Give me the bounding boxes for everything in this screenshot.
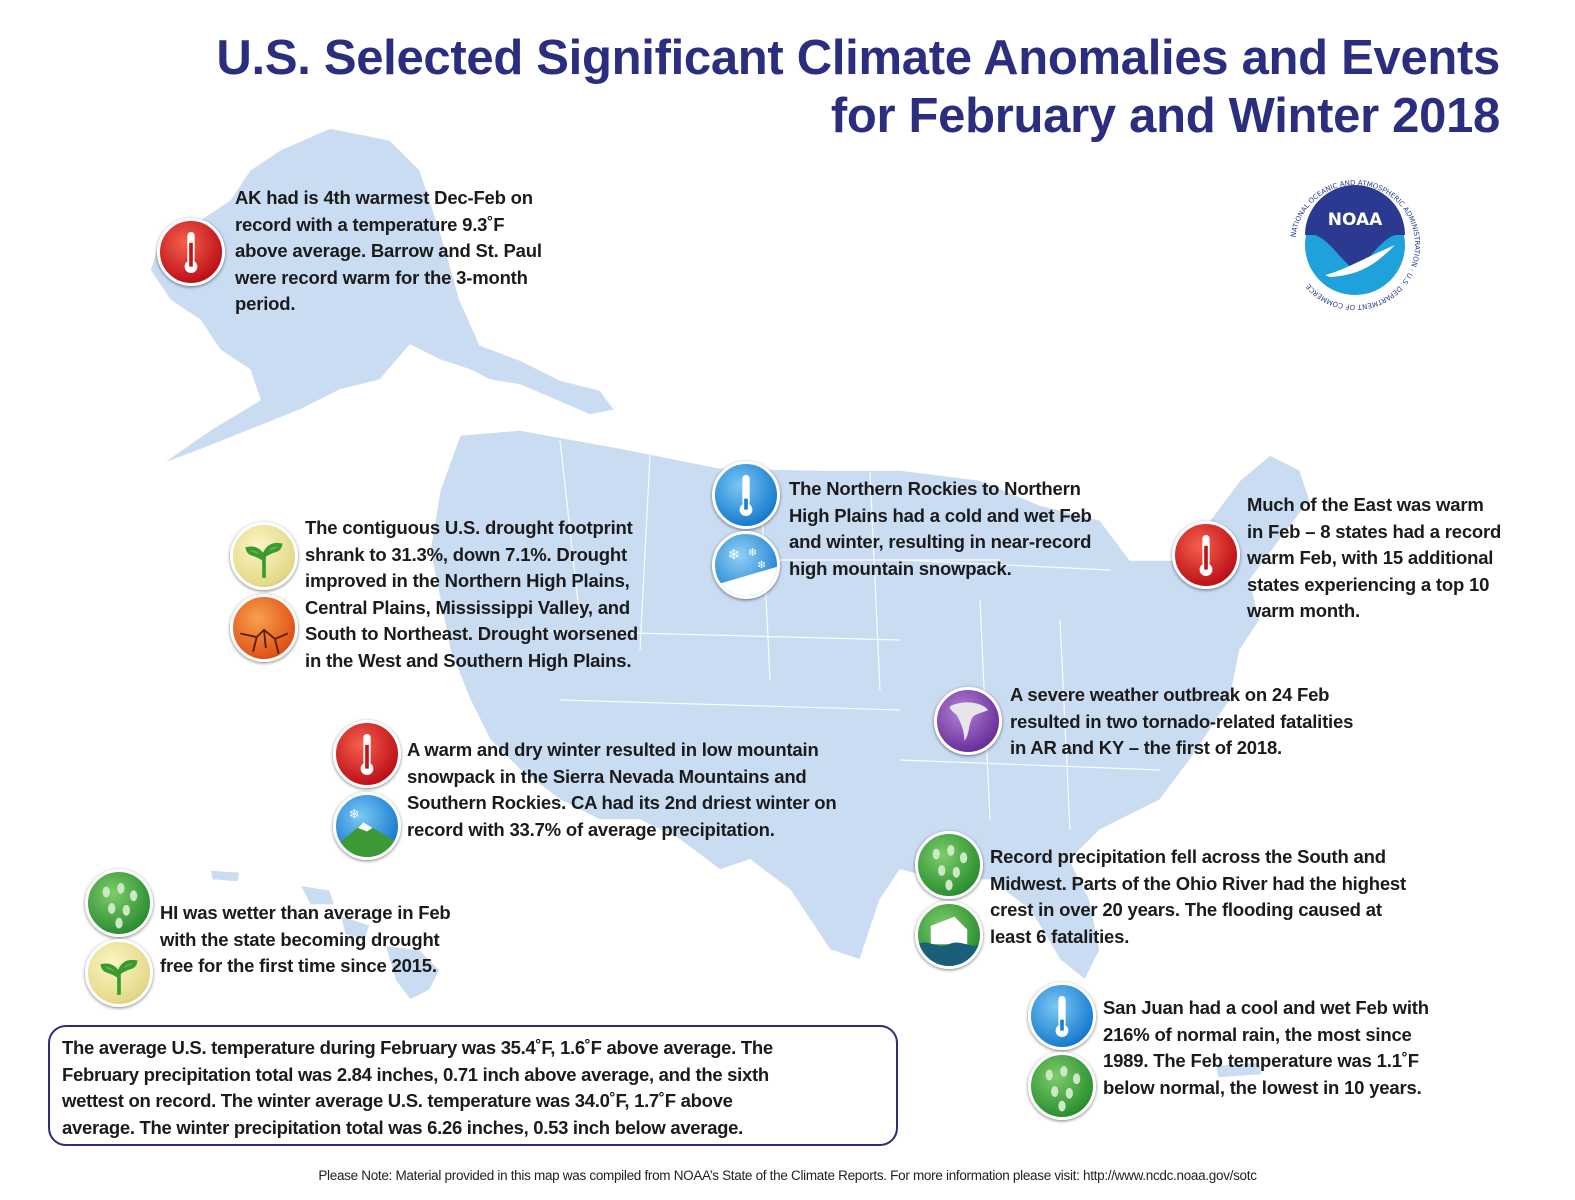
text-line: The contiguous U.S. drought footprint <box>305 517 633 538</box>
text-line: A warm and dry winter resulted in low mo… <box>407 739 819 760</box>
contiguous-us-shape <box>429 429 1311 982</box>
drought-improved-icon <box>230 522 298 590</box>
annotation-tornado: A severe weather outbreak on 24 Feb resul… <box>1010 682 1353 762</box>
text-line: The average U.S. temperature during Febr… <box>62 1037 773 1058</box>
text-line: snowpack in the Sierra Nevada Mountains … <box>407 765 807 787</box>
text-line: high mountain snowpack. <box>789 557 1012 579</box>
text-line: above average. Barrow and St. Paul <box>235 240 542 261</box>
text-line: record with a temperature 9.3˚F <box>235 213 505 235</box>
text-line: warm month. <box>1247 600 1360 621</box>
page-subtitle: for February and Winter 2018 <box>830 89 1500 143</box>
text-line: in AR and KY – the first of 2018. <box>1010 737 1282 758</box>
thermometer-warm-icon <box>157 218 225 286</box>
thermometer-cold-icon <box>712 461 780 529</box>
text-line: in the West and Southern High Plains. <box>305 649 632 671</box>
svg-text:❄: ❄ <box>728 548 740 564</box>
page-title: U.S. Selected Significant Climate Anomal… <box>216 31 1500 85</box>
text-line: in Feb – 8 states had a record <box>1247 520 1502 542</box>
text-line: were record warm for the 3-month <box>235 266 528 288</box>
text-line: period. <box>235 293 296 314</box>
text-line: HI was wetter than average in Feb <box>160 902 451 923</box>
text-line: average. The winter precipitation total … <box>62 1116 744 1138</box>
annotation-south-midwest: Record precipitation fell across the Sou… <box>990 844 1406 950</box>
text-line: Much of the East was warm <box>1247 494 1484 515</box>
text-line: Midwest. Parts of the Ohio River had the… <box>990 872 1406 894</box>
text-line: wettest on record. The winter average U.… <box>62 1090 733 1111</box>
text-line: least 6 fatalities. <box>990 925 1130 947</box>
text-line: Southern Rockies. CA had its 2nd driest … <box>407 792 837 813</box>
text-line: with the state becoming drought <box>160 928 440 950</box>
puerto-rico-shape <box>1214 1061 1263 1079</box>
tornado-icon <box>934 687 1002 755</box>
text-line: February precipitation total was 2.84 in… <box>62 1063 769 1085</box>
rain-icon <box>1028 1052 1096 1120</box>
text-line: Central Plains, Mississippi Valley, and <box>305 596 630 618</box>
low-snowpack-icon: ❄ <box>333 792 401 860</box>
text-line: 1989. The Feb temperature was 1.1˚F <box>1103 1050 1419 1071</box>
annotation-drought: The contiguous U.S. drought footprint shr… <box>305 515 638 674</box>
text-line: below normal, the lowest in 10 years. <box>1103 1076 1422 1098</box>
thermometer-warm-icon <box>333 720 401 788</box>
thermometer-warm-icon <box>1172 521 1240 589</box>
summary-box: The average U.S. temperature during Febr… <box>48 1025 898 1146</box>
text-line: resulted in two tornado-related fataliti… <box>1010 710 1354 732</box>
svg-text:❄: ❄ <box>757 560 766 572</box>
thermometer-cold-icon <box>1028 982 1096 1050</box>
rain-icon <box>85 869 153 937</box>
text-line: A severe weather outbreak on 24 Feb <box>1010 684 1330 705</box>
text-line: warm Feb, with 15 additional <box>1247 547 1494 568</box>
text-line: shrank to 31.3%, down 7.1%. Drought <box>305 543 627 565</box>
flood-icon <box>915 901 983 969</box>
text-line: record with 33.7% of average precipitati… <box>407 818 775 840</box>
svg-text:NOAA: NOAA <box>1328 210 1383 230</box>
annotation-alaska: AK had is 4th warmest Dec-Feb on record w… <box>235 185 542 318</box>
annotation-east: Much of the East was warm in Feb – 8 stat… <box>1247 492 1501 625</box>
annotation-hawaii: HI was wetter than average in Feb with th… <box>160 900 451 980</box>
text-line: San Juan had a cool and wet Feb with <box>1103 997 1429 1018</box>
text-line: and winter, resulting in near-record <box>789 531 1092 552</box>
text-line: Record precipitation fell across the Sou… <box>990 846 1386 867</box>
annotation-california: A warm and dry winter resulted in low mo… <box>407 737 837 843</box>
rain-icon <box>915 831 983 899</box>
text-line: The Northern Rockies to Northern <box>789 478 1081 499</box>
hawaii-shape <box>209 869 441 1001</box>
text-line: crest in over 20 years. The flooding cau… <box>990 899 1382 920</box>
text-line: improved in the Northern High Plains, <box>305 570 630 591</box>
noaa-logo: NOAA NATIONAL OCEANIC AND ATMOSPHERIC AD… <box>1287 177 1423 313</box>
drought-worsened-icon <box>230 594 298 662</box>
text-line: High Plains had a cold and wet Feb <box>789 504 1092 526</box>
text-line: free for the first time since 2015. <box>160 955 437 976</box>
text-line: states experiencing a top 10 <box>1247 573 1490 595</box>
text-line: 216% of normal rain, the most since <box>1103 1023 1412 1045</box>
alaska-shape <box>149 127 617 466</box>
svg-text:❄: ❄ <box>748 547 757 559</box>
footer-note: Please Note: Material provided in this m… <box>318 1168 1257 1183</box>
drought-improved-icon <box>85 939 153 1007</box>
annotation-san-juan: San Juan had a cool and wet Feb with 216%… <box>1103 995 1429 1101</box>
text-line: South to Northeast. Drought worsened <box>305 623 638 644</box>
text-line: AK had is 4th warmest Dec-Feb on <box>235 187 533 208</box>
snowfall-icon: ❄ ❄ ❄ <box>712 531 780 599</box>
annotation-northern-rockies: The Northern Rockies to Northern High Pla… <box>789 476 1092 582</box>
svg-text:❄: ❄ <box>349 807 360 822</box>
